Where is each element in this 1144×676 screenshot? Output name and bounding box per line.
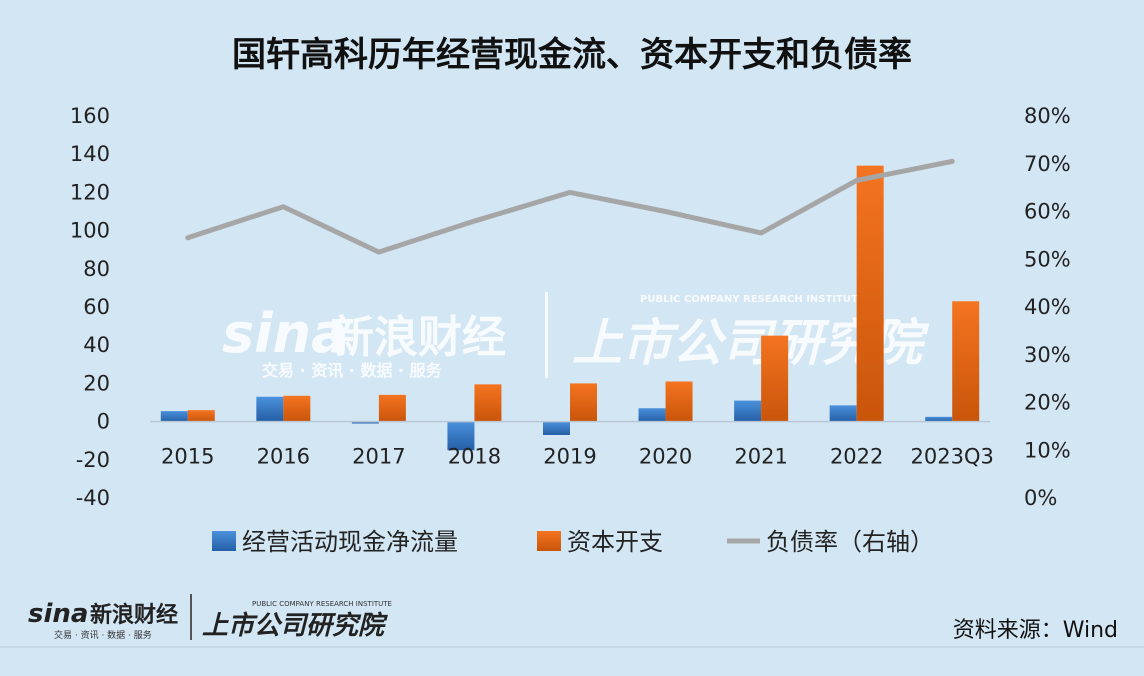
x-tick-label: 2015 — [161, 445, 214, 469]
x-tick-label: 2019 — [543, 445, 596, 469]
y-right-tick-label: 10% — [1024, 438, 1071, 462]
y-axis-left: 160 140 120 100 80 60 40 20 0 -20 -40 — [70, 104, 110, 510]
bar-operating-cash-flow — [638, 408, 666, 422]
chart-title: 国轩高科历年经营现金流、资本开支和负债率 — [232, 35, 912, 75]
watermark-sina-logo: sina — [222, 302, 348, 365]
y-left-tick-label: 140 — [70, 142, 110, 166]
legend-swatch-blue — [212, 531, 236, 551]
footer-institute-tagline: PUBLIC COMPANY RESEARCH INSTITUTE — [252, 600, 392, 608]
bar-capex — [856, 165, 884, 422]
bar-operating-cash-flow — [925, 416, 953, 422]
y-right-tick-label: 50% — [1024, 247, 1071, 271]
y-left-tick-label: -40 — [76, 486, 110, 510]
x-tick-label: 2020 — [639, 445, 692, 469]
watermark-center: sina 新浪财经 交易 · 资讯 · 数据 · 服务 PUBLIC COMPA… — [222, 292, 930, 380]
legend-item-capex: 资本开支 — [537, 528, 663, 556]
footer-brand-name: 新浪财经 — [90, 602, 178, 628]
legend-item-operating-cash-flow: 经营活动现金净流量 — [212, 528, 458, 556]
bar-capex — [474, 384, 502, 422]
watermark-divider — [545, 292, 548, 378]
bar-capex — [761, 335, 789, 422]
bar-capex — [570, 383, 597, 422]
bar-operating-cash-flow — [829, 405, 857, 422]
watermark-institute-tagline: PUBLIC COMPANY RESEARCH INSTITUTE — [640, 294, 865, 305]
bar-series — [160, 165, 980, 451]
footer-sina-logo: sina — [28, 599, 88, 629]
legend-swatch-orange — [537, 531, 561, 551]
x-tick-label: 2016 — [257, 445, 310, 469]
legend-label-operating-cash-flow: 经营活动现金净流量 — [242, 528, 458, 556]
y-right-tick-label: 60% — [1024, 200, 1071, 224]
footer-brand-tagline: 交易 · 资讯 · 数据 · 服务 — [54, 629, 152, 641]
bar-capex — [187, 410, 215, 422]
footer-brand-divider — [190, 594, 192, 640]
x-axis-labels: 2015 2016 2017 2018 2019 2020 2021 2022 2023Q3 — [161, 445, 994, 469]
bar-capex — [283, 395, 311, 422]
bar-capex — [952, 301, 980, 422]
y-left-tick-label: 160 — [70, 104, 110, 128]
watermark-brand-tagline: 交易 · 资讯 · 数据 · 服务 — [262, 361, 443, 380]
x-tick-label: 2021 — [734, 445, 787, 469]
watermark-brand-name: 新浪财经 — [330, 312, 506, 363]
bar-operating-cash-flow — [543, 421, 570, 435]
legend-item-debt-ratio: 负债率（右轴） — [727, 528, 934, 556]
x-tick-label: 2022 — [830, 445, 883, 469]
bar-operating-cash-flow — [351, 421, 379, 424]
y-left-tick-label: 100 — [70, 219, 110, 243]
x-tick-label: 2018 — [448, 445, 501, 469]
y-right-tick-label: 20% — [1024, 391, 1071, 415]
y-left-tick-label: -20 — [76, 448, 110, 472]
y-right-tick-label: 80% — [1024, 104, 1071, 128]
y-right-tick-label: 40% — [1024, 295, 1071, 319]
source-note: 资料来源：Wind — [953, 618, 1118, 643]
bar-capex — [665, 381, 693, 422]
bar-operating-cash-flow — [160, 411, 188, 422]
x-tick-label: 2017 — [352, 445, 405, 469]
y-left-tick-label: 20 — [83, 371, 110, 395]
footer-institute-name: 上市公司研究院 — [202, 611, 388, 641]
bar-operating-cash-flow — [734, 400, 762, 422]
legend-label-capex: 资本开支 — [567, 528, 663, 556]
y-right-tick-label: 70% — [1024, 152, 1071, 176]
y-left-tick-label: 40 — [83, 333, 110, 357]
bar-capex — [378, 394, 406, 422]
y-right-tick-label: 30% — [1024, 343, 1071, 367]
debt-ratio-line — [185, 158, 955, 255]
x-tick-label: 2023Q3 — [911, 445, 994, 469]
bar-operating-cash-flow — [256, 396, 284, 422]
bar-operating-cash-flow — [447, 421, 475, 451]
y-right-tick-label: 0% — [1024, 486, 1057, 510]
y-left-tick-label: 60 — [83, 295, 110, 319]
legend: 经营活动现金净流量 资本开支 负债率（右轴） — [212, 528, 934, 556]
legend-label-debt-ratio: 负债率（右轴） — [766, 528, 934, 556]
y-axis-right: 80% 70% 60% 50% 40% 30% 20% 10% 0% — [1024, 104, 1071, 510]
y-left-tick-label: 0 — [97, 410, 110, 434]
y-left-tick-label: 80 — [83, 257, 110, 281]
y-left-tick-label: 120 — [70, 180, 110, 204]
footer-brand: sina 新浪财经 交易 · 资讯 · 数据 · 服务 PUBLIC COMPA… — [28, 594, 392, 641]
